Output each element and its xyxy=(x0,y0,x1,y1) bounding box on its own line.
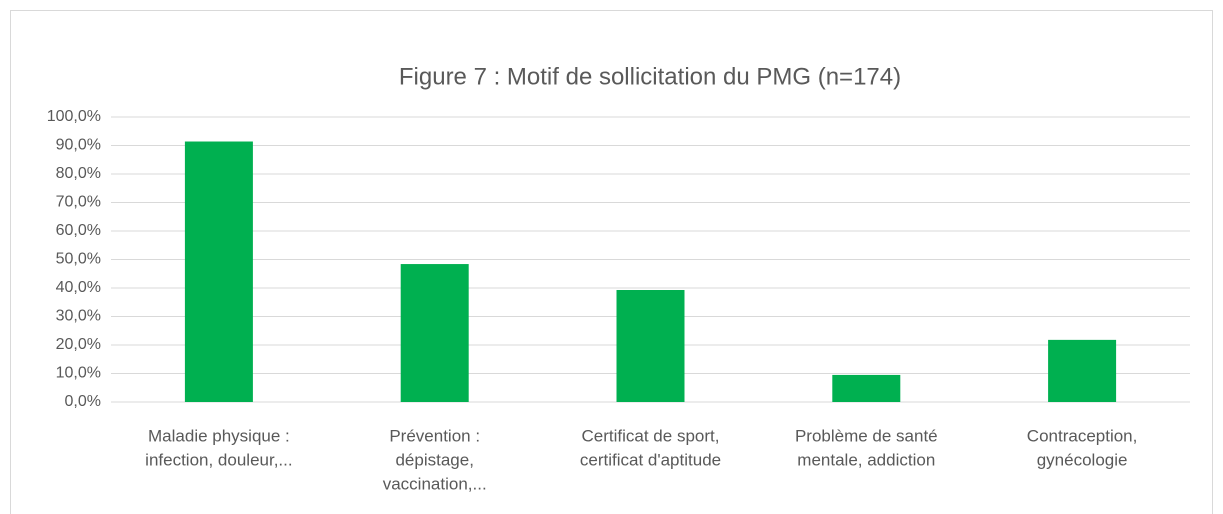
y-tick-label: 70,0% xyxy=(56,194,101,211)
y-tick-label: 100,0% xyxy=(47,108,101,125)
x-tick-label: vaccination,... xyxy=(383,474,487,493)
y-tick-label: 90,0% xyxy=(56,137,101,154)
y-tick-label: 10,0% xyxy=(56,365,101,382)
x-tick-label: Certificat de sport, xyxy=(582,426,720,445)
chart-title: Figure 7 : Motif de sollicitation du PMG… xyxy=(399,63,901,90)
x-tick-label: Problème de santé xyxy=(795,426,938,445)
bar xyxy=(832,374,901,402)
x-tick-label: dépistage, xyxy=(395,450,473,469)
x-tick-label: Maladie physique : xyxy=(148,426,290,445)
y-tick-label: 50,0% xyxy=(56,251,101,268)
y-tick-label: 60,0% xyxy=(56,222,101,239)
bar xyxy=(616,289,685,402)
bar xyxy=(400,264,469,402)
x-tick-label: mentale, addiction xyxy=(797,450,935,469)
bar xyxy=(184,141,253,402)
y-tick-label: 80,0% xyxy=(56,165,101,182)
x-tick-label: Contraception, xyxy=(1027,426,1138,445)
y-tick-label: 40,0% xyxy=(56,279,101,296)
x-tick-label: certificat d'aptitude xyxy=(580,450,721,469)
y-tick-label: 0,0% xyxy=(65,393,101,410)
y-tick-label: 30,0% xyxy=(56,308,101,325)
y-tick-label: 20,0% xyxy=(56,336,101,353)
x-tick-label: infection, douleur,... xyxy=(145,450,292,469)
bar xyxy=(1048,339,1117,402)
x-tick-label: gynécologie xyxy=(1037,450,1128,469)
x-tick-label: Prévention : xyxy=(389,426,480,445)
